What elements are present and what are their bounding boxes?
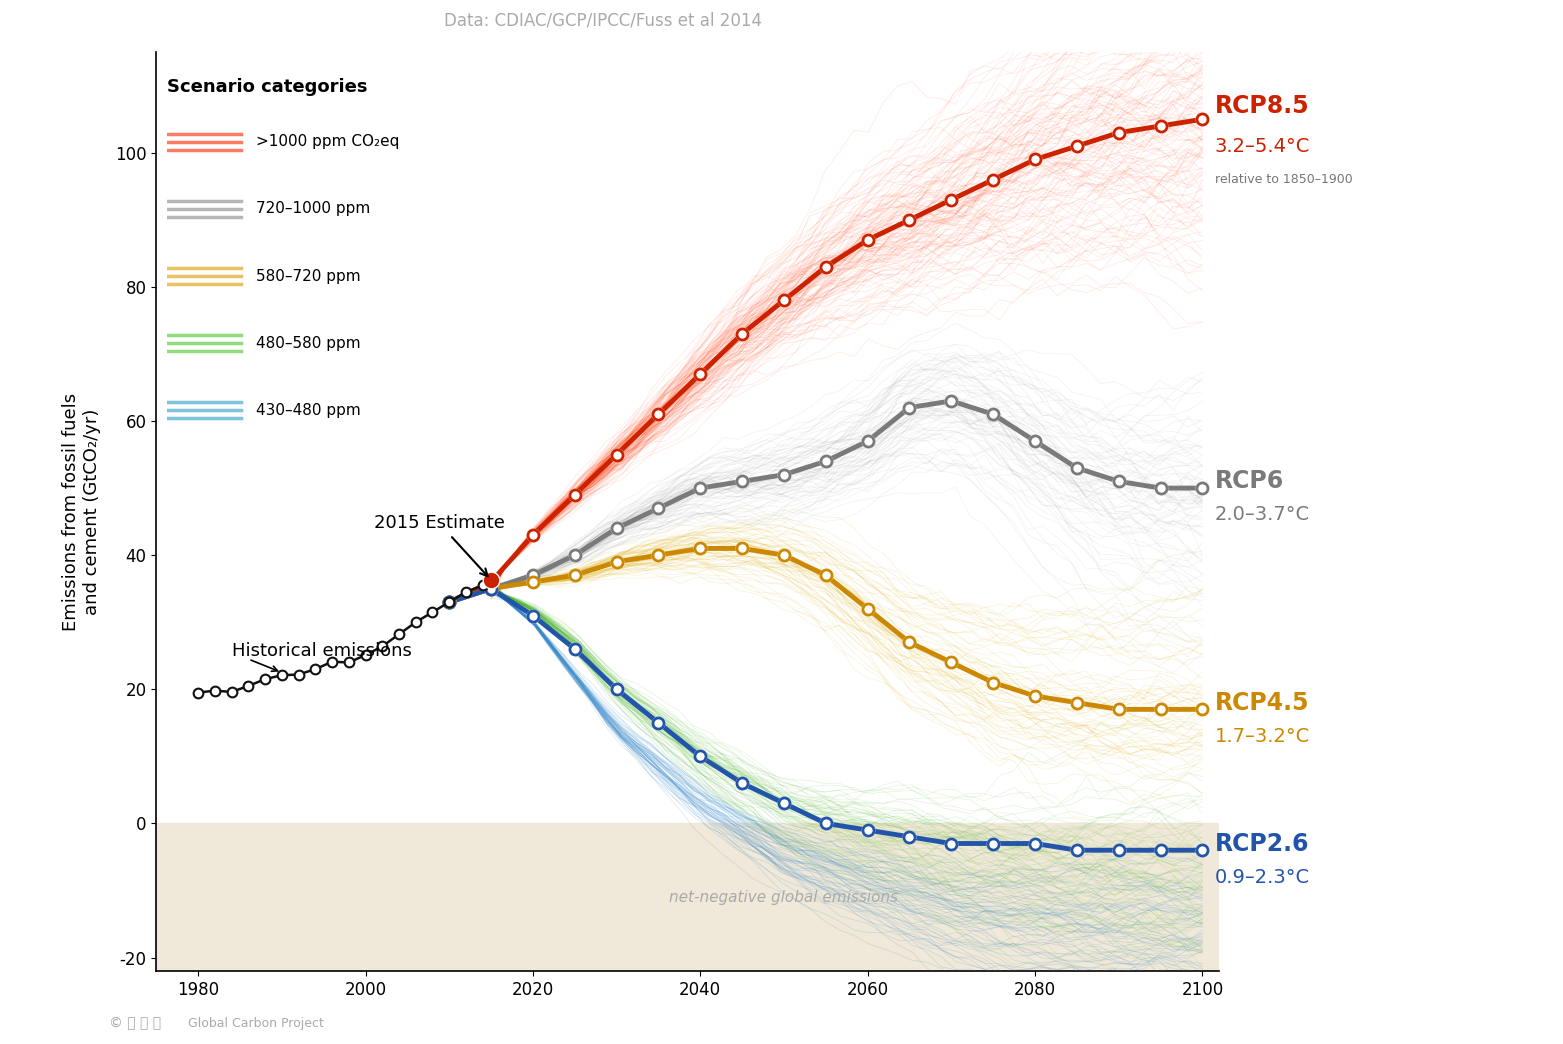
- Text: net-negative global emissions: net-negative global emissions: [669, 889, 899, 905]
- Text: RCP4.5: RCP4.5: [1214, 691, 1310, 715]
- Y-axis label: Emissions from fossil fuels
and cement (GtCO₂/yr): Emissions from fossil fuels and cement (…: [63, 393, 102, 631]
- Bar: [156, 824, 1219, 971]
- Text: Data: CDIAC/GCP/IPCC/Fuss et al 2014: Data: CDIAC/GCP/IPCC/Fuss et al 2014: [444, 11, 761, 29]
- Text: © Ⓒ Ⓢ Ⓜ: © Ⓒ Ⓢ Ⓜ: [109, 1017, 161, 1030]
- Text: RCP8.5: RCP8.5: [1214, 94, 1310, 118]
- Text: Historical emissions: Historical emissions: [231, 642, 411, 660]
- Text: 2.0–3.7°C: 2.0–3.7°C: [1214, 505, 1310, 524]
- Text: Global Carbon Project: Global Carbon Project: [188, 1018, 324, 1030]
- Text: 3.2–5.4°C: 3.2–5.4°C: [1214, 137, 1310, 156]
- Text: 0.9–2.3°C: 0.9–2.3°C: [1214, 868, 1310, 886]
- Text: 2015 Estimate: 2015 Estimate: [374, 515, 505, 576]
- Text: 1.7–3.2°C: 1.7–3.2°C: [1214, 727, 1310, 745]
- Text: relative to 1850–1900: relative to 1850–1900: [1214, 173, 1352, 186]
- Text: RCP2.6: RCP2.6: [1214, 831, 1310, 855]
- Text: RCP6: RCP6: [1214, 470, 1285, 494]
